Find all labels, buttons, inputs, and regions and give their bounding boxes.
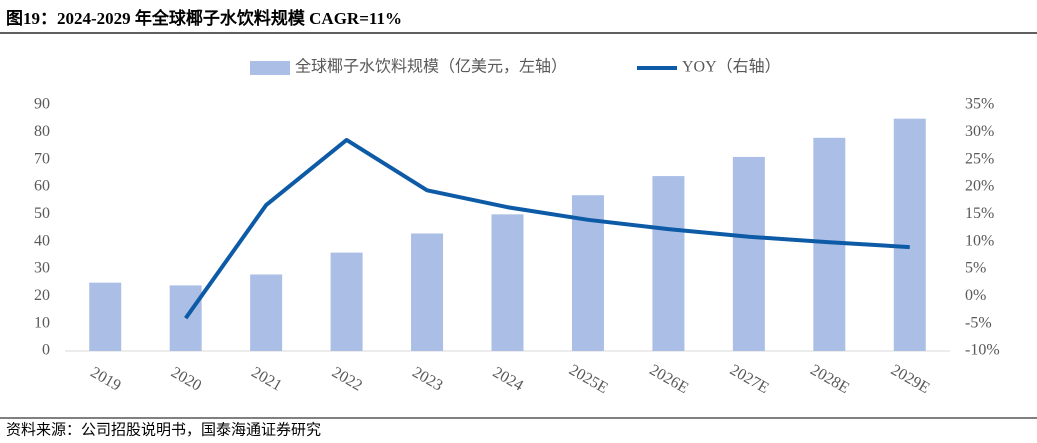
x-tick-label: 2028E [807,361,852,397]
x-tick-label: 2029E [888,361,933,397]
x-tick-label: 2019 [88,364,124,395]
legend-swatch [250,61,290,75]
bar [652,176,685,351]
x-tick-label: 2026E [646,361,691,397]
y2-tick-label: 0% [965,287,986,304]
x-tick-label: 2022 [329,364,365,395]
y-tick-label: 70 [34,150,50,167]
bar [330,252,363,351]
bar [491,214,524,351]
source-note: 资料来源：公司招股说明书，国泰海通证券研究 [6,421,321,438]
y2-tick-label: 30% [965,123,994,140]
x-tick-label: 2027E [727,361,772,397]
y-tick-label: 20 [34,287,50,304]
y2-tick-label: 5% [965,260,986,277]
y-tick-label: 0 [42,342,50,359]
x-tick-label: 2021 [248,364,284,395]
x-tick-label: 2025E [566,361,611,397]
y-tick-label: 60 [34,178,50,195]
y2-tick-label: 10% [965,232,994,249]
x-tick-label: 2020 [168,364,204,395]
y-tick-label: 10 [34,314,50,331]
line [184,137,910,320]
bar [89,282,122,351]
bar [411,233,444,351]
y-tick-label: 40 [34,232,50,249]
x-tick-label: 2024 [490,364,526,395]
y2-tick-label: 15% [965,205,994,222]
y2-tick-label: -10% [965,342,1000,359]
y-tick-label: 80 [34,123,50,140]
y2-tick-label: 35% [965,96,994,113]
bar [732,156,765,351]
bar [893,118,926,352]
legend-label: YOY（右轴） [682,58,781,76]
bar [250,274,283,351]
y-tick-label: 50 [34,205,50,222]
chart-title: 图19：2024-2029 年全球椰子水饮料规模 CAGR=11% [6,8,402,28]
y2-tick-label: -5% [965,314,992,331]
y2-tick-label: 20% [965,178,994,195]
x-tick-label: 2023 [409,364,445,395]
y2-tick-label: 25% [965,150,994,167]
y-tick-label: 30 [34,260,50,277]
legend-label: 全球椰子水饮料规模（亿美元，左轴） [295,58,567,76]
y-tick-label: 90 [34,96,50,113]
